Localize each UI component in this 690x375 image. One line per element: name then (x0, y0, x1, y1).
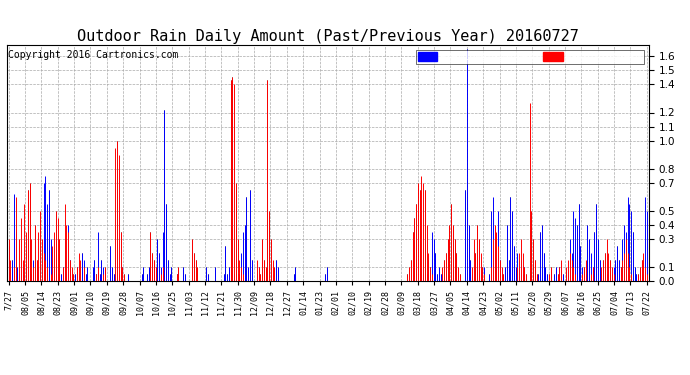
Legend: Previous (Inches), Past (Inches): Previous (Inches), Past (Inches) (416, 50, 644, 64)
Title: Outdoor Rain Daily Amount (Past/Previous Year) 20160727: Outdoor Rain Daily Amount (Past/Previous… (77, 29, 579, 44)
Text: Copyright 2016 Cartronics.com: Copyright 2016 Cartronics.com (8, 50, 178, 60)
